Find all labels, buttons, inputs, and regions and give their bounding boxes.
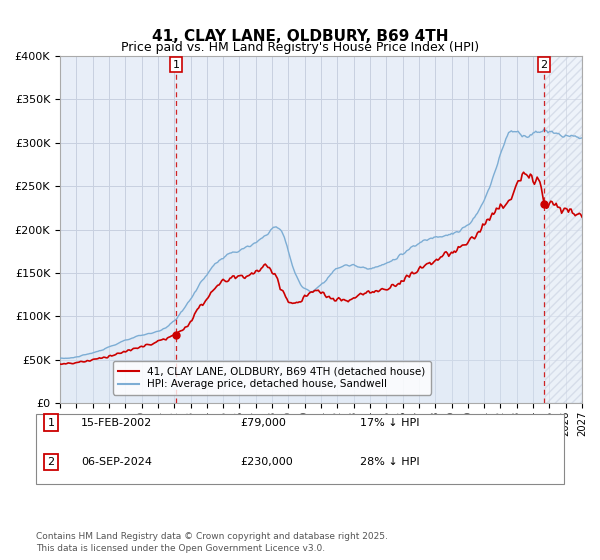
Text: 41, CLAY LANE, OLDBURY, B69 4TH: 41, CLAY LANE, OLDBURY, B69 4TH <box>152 29 448 44</box>
Text: 2: 2 <box>541 60 548 69</box>
Text: 2: 2 <box>47 457 55 467</box>
Text: £79,000: £79,000 <box>240 418 286 428</box>
Text: Price paid vs. HM Land Registry's House Price Index (HPI): Price paid vs. HM Land Registry's House … <box>121 41 479 54</box>
Text: 28% ↓ HPI: 28% ↓ HPI <box>360 457 419 467</box>
Legend: 41, CLAY LANE, OLDBURY, B69 4TH (detached house), HPI: Average price, detached h: 41, CLAY LANE, OLDBURY, B69 4TH (detache… <box>113 361 431 394</box>
Text: £230,000: £230,000 <box>240 457 293 467</box>
Text: 17% ↓ HPI: 17% ↓ HPI <box>360 418 419 428</box>
Text: 06-SEP-2024: 06-SEP-2024 <box>81 457 152 467</box>
Text: 1: 1 <box>47 418 55 428</box>
Text: 1: 1 <box>173 60 179 69</box>
Text: Contains HM Land Registry data © Crown copyright and database right 2025.
This d: Contains HM Land Registry data © Crown c… <box>36 532 388 553</box>
Text: 15-FEB-2002: 15-FEB-2002 <box>81 418 152 428</box>
